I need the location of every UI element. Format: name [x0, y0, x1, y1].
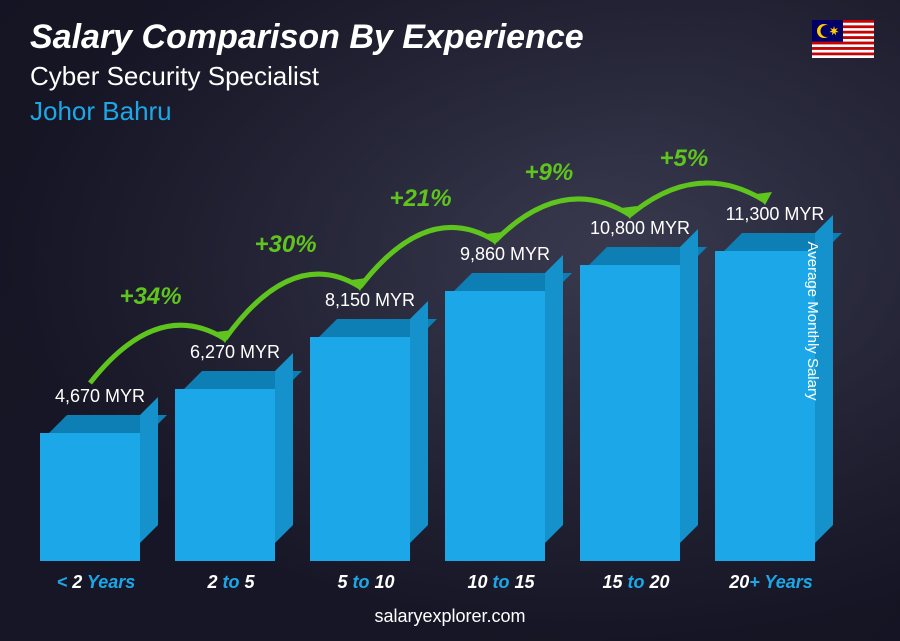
- bar-category-label: 2 to 5: [161, 572, 301, 593]
- footer-credit: salaryexplorer.com: [0, 606, 900, 627]
- bar-category-label: 15 to 20: [566, 572, 706, 593]
- bar-category-label: 5 to 10: [296, 572, 436, 593]
- header: Salary Comparison By Experience Cyber Se…: [30, 18, 584, 127]
- bar-category-label: 20+ Years: [701, 572, 841, 593]
- infographic-container: Salary Comparison By Experience Cyber Se…: [0, 0, 900, 641]
- bar-category-label: < 2 Years: [26, 572, 166, 593]
- bar-chart: 4,670 MYR < 2 Years 6,270 MYR 2 to 5 +34…: [30, 101, 850, 561]
- percent-increase-label: +5%: [660, 145, 709, 173]
- chart-subtitle: Cyber Security Specialist: [30, 61, 584, 92]
- chart-location: Johor Bahru: [30, 96, 584, 127]
- malaysia-flag-icon: [812, 20, 874, 58]
- arrow-icon: [30, 101, 850, 561]
- bar-category-label: 10 to 15: [431, 572, 571, 593]
- increase-arrow: +5%: [30, 101, 850, 561]
- chart-title: Salary Comparison By Experience: [30, 18, 584, 57]
- y-axis-label: Average Monthly Salary: [804, 241, 821, 400]
